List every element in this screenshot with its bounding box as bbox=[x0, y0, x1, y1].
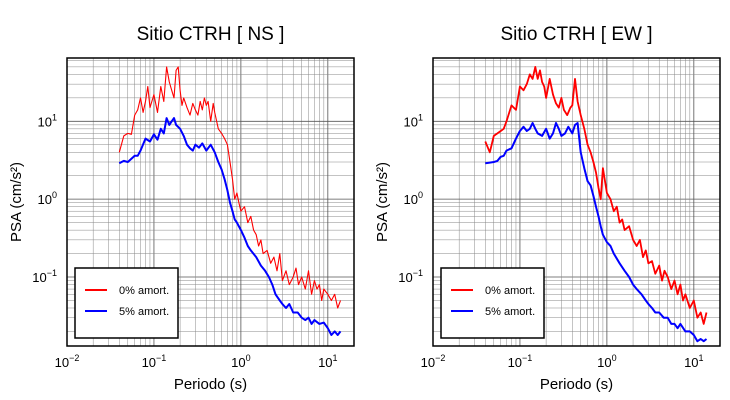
legend-entry-2: 5% amort. bbox=[485, 306, 535, 318]
chart-title: Sitio CTRH [ NS ] bbox=[137, 24, 285, 45]
legend: 0% amort. 5% amort. bbox=[440, 267, 545, 339]
y-axis-label: PSA (cm/s²) bbox=[8, 162, 25, 242]
x-tick-label: 101 bbox=[684, 353, 703, 370]
series-line-2 bbox=[485, 122, 708, 343]
x-tick-label: 10−1 bbox=[508, 353, 533, 370]
y-tick-label: 100 bbox=[404, 190, 423, 207]
y-tick-label: 101 bbox=[38, 112, 57, 129]
x-tick-label: 10−2 bbox=[421, 353, 446, 370]
x-axis-label: Periodo (s) bbox=[540, 376, 613, 393]
x-tick-label: 100 bbox=[597, 353, 616, 370]
series-line-1 bbox=[118, 66, 342, 309]
plot-frame bbox=[432, 57, 721, 347]
series-line-1 bbox=[484, 66, 708, 325]
series-line-2 bbox=[118, 117, 342, 336]
legend-entry-1: 0% amort. bbox=[485, 285, 535, 297]
plot-frame bbox=[66, 57, 355, 347]
y-tick-label: 100 bbox=[38, 190, 57, 207]
legend-box bbox=[74, 267, 179, 339]
y-tick-label: 101 bbox=[404, 112, 423, 129]
chart-panel-1: 10−2 10−1 100 101 10−1 100 101 Sitio CTRH [ NS … bbox=[8, 24, 355, 393]
x-tick-label: 10−1 bbox=[142, 353, 167, 370]
legend: 0% amort. 5% amort. bbox=[74, 267, 179, 339]
y-axis-label: PSA (cm/s²) bbox=[374, 162, 391, 242]
chart-panel-2: 10−2 10−1 100 101 10−1 100 101 Sitio CTRH [ EW … bbox=[374, 24, 721, 393]
y-tick-label: 10−1 bbox=[398, 268, 423, 285]
x-axis-label: Periodo (s) bbox=[174, 376, 247, 393]
chart-title: Sitio CTRH [ EW ] bbox=[500, 24, 652, 45]
x-tick-label: 10−2 bbox=[55, 353, 80, 370]
x-tick-label: 100 bbox=[231, 353, 250, 370]
y-tick-label: 10−1 bbox=[32, 268, 57, 285]
legend-box bbox=[440, 267, 545, 339]
legend-entry-1: 0% amort. bbox=[119, 285, 169, 297]
legend-entry-2: 5% amort. bbox=[119, 306, 169, 318]
x-tick-label: 101 bbox=[318, 353, 337, 370]
